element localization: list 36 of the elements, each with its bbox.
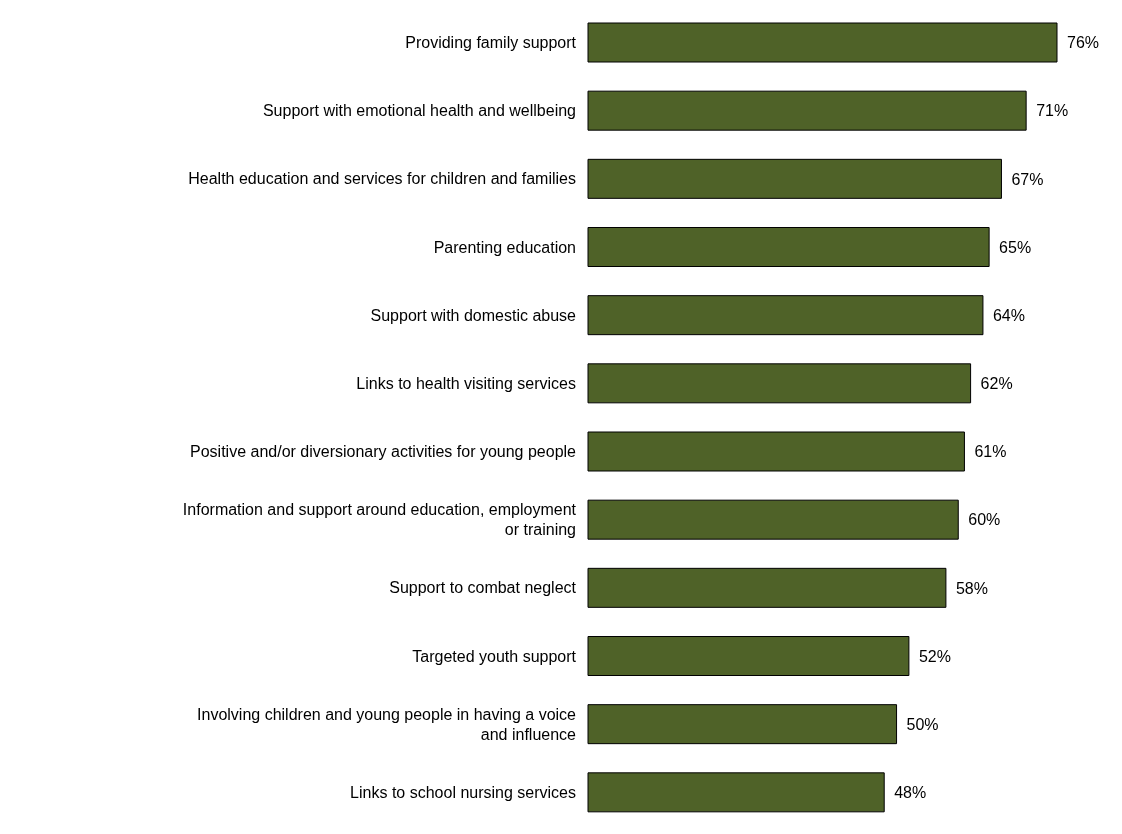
y-tick-label: Targeted youth support [412, 647, 577, 665]
bar [587, 22, 1058, 63]
data-label: 48% [894, 784, 927, 802]
data-label: 67% [1011, 170, 1044, 188]
bar [587, 704, 898, 745]
y-tick-label: Parenting education [433, 238, 576, 256]
y-tick-label: Information and support around education, employment or training [182, 500, 577, 538]
bar [587, 158, 1002, 199]
data-label: 65% [999, 238, 1032, 256]
y-tick-label: Support with emotional health and wellbeing [262, 101, 576, 119]
bar [587, 363, 972, 404]
bar [587, 227, 990, 267]
data-label: 52% [918, 647, 951, 665]
bar [587, 636, 910, 676]
data-label: 64% [992, 306, 1025, 324]
data-label: 62% [980, 375, 1013, 393]
data-label: 60% [968, 511, 1001, 529]
y-tick-label: Providing family support [405, 33, 577, 51]
data-label: 50% [906, 715, 939, 733]
y-tick-label: Involving children and young people in having a voice and influence [197, 705, 577, 743]
y-tick-label: Links to health visiting services [356, 374, 576, 392]
bar [587, 90, 1027, 131]
y-tick-label: Support to combat neglect [389, 578, 577, 596]
data-label: 58% [955, 579, 988, 597]
y-tick-label: Links to school nursing services [350, 783, 576, 801]
data-label: 76% [1067, 34, 1100, 52]
bar [587, 295, 984, 336]
data-label: 71% [1036, 102, 1069, 120]
bar [587, 499, 959, 540]
bar [587, 431, 965, 472]
bar [587, 772, 885, 813]
y-tick-label: Support with domestic abuse [370, 306, 577, 324]
bar [587, 567, 947, 608]
y-tick-label: Health education and services for children and families [188, 169, 576, 187]
data-label: 61% [974, 443, 1007, 461]
y-tick-label: Positive and/or diversionary activities for young people [190, 442, 577, 460]
